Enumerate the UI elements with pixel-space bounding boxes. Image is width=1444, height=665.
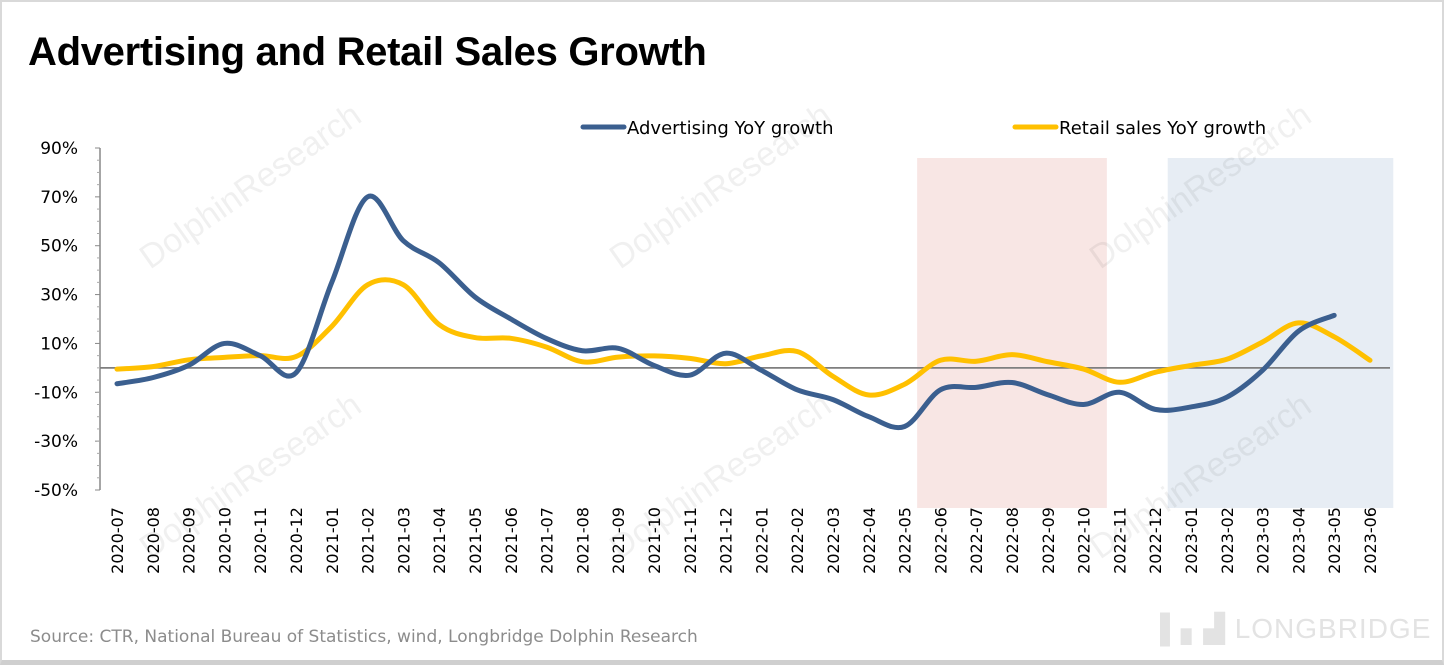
x-tick-label: 2020-10 (215, 507, 234, 574)
source-note: Source: CTR, National Bureau of Statisti… (30, 627, 698, 647)
y-tick-label: 30% (40, 286, 78, 306)
x-tick-label: 2022-07 (967, 507, 986, 574)
chart-title: Advertising and Retail Sales Growth (28, 30, 707, 74)
longbridge-logo: ▌▖▟ LONGBRIDGE (1160, 613, 1432, 644)
y-tick-label: 70% (40, 188, 78, 208)
x-tick-label: 2022-10 (1075, 507, 1094, 574)
x-tick-label: 2021-03 (394, 507, 413, 574)
x-tick-label: 2021-06 (502, 507, 521, 574)
x-tick-label: 2022-04 (860, 507, 879, 574)
x-tick-label: 2023-03 (1254, 507, 1273, 574)
legend-label: Advertising YoY growth (627, 118, 834, 139)
x-tick-label: 2020-12 (287, 507, 306, 574)
x-tick-label: 2020-09 (180, 507, 199, 574)
x-tick-label: 2021-09 (609, 507, 628, 574)
y-tick-label: -10% (34, 383, 78, 403)
x-tick-label: 2022-05 (896, 507, 915, 574)
x-tick-label: 2022-12 (1146, 507, 1165, 574)
x-tick-label: 2021-10 (645, 507, 664, 574)
legend-label: Retail sales YoY growth (1059, 118, 1266, 139)
series-line-advertising (114, 193, 1337, 431)
x-tick-label: 2021-05 (466, 507, 485, 574)
x-tick-label: 2021-02 (359, 507, 378, 574)
y-tick-label: -50% (34, 481, 78, 501)
x-tick-label: 2021-11 (681, 507, 700, 574)
logo-text: LONGBRIDGE (1234, 613, 1432, 644)
y-tick-label: 50% (40, 237, 78, 257)
x-tick-label: 2021-04 (430, 507, 449, 574)
x-tick-label: 2021-07 (538, 507, 557, 574)
x-tick-label: 2023-04 (1289, 507, 1308, 574)
x-tick-label: 2022-06 (931, 507, 950, 574)
watermark-text: DolphinResearch (133, 96, 368, 277)
x-tick-label: 2022-01 (752, 507, 771, 574)
x-tick-label: 2021-12 (717, 507, 736, 574)
y-tick-label: 90% (40, 139, 78, 159)
x-tick-label: 2020-08 (144, 507, 163, 574)
x-tick-label: 2021-08 (573, 507, 592, 574)
x-tick-label: 2022-02 (788, 507, 807, 574)
x-tick-label: 2023-05 (1325, 507, 1344, 574)
x-tick-label: 2022-11 (1110, 507, 1129, 574)
x-tick-label: 2022-09 (1039, 507, 1058, 574)
y-tick-label: 10% (40, 334, 78, 354)
x-tick-label: 2020-07 (108, 507, 127, 574)
x-tick-label: 2023-01 (1182, 507, 1201, 574)
x-tick-label: 2020-11 (251, 507, 270, 574)
x-tick-label: 2022-08 (1003, 507, 1022, 574)
x-tick-label: 2022-03 (824, 507, 843, 574)
y-tick-label: -30% (34, 432, 78, 452)
shaded-period (917, 158, 1107, 508)
x-tick-label: 2021-01 (323, 507, 342, 574)
x-tick-label: 2023-02 (1218, 507, 1237, 574)
x-tick-label: 2023-06 (1361, 507, 1380, 574)
